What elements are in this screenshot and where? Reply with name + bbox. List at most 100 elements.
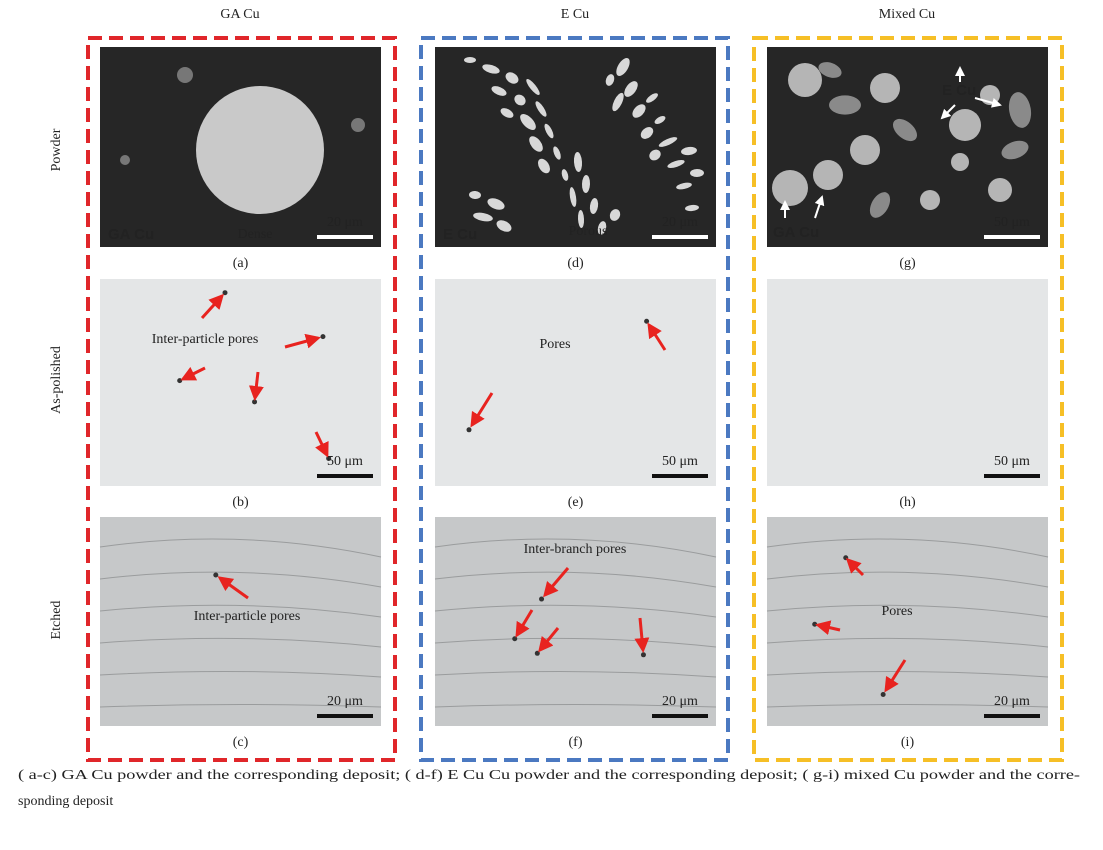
- grain-boundary: [99, 604, 382, 618]
- micrograph: [435, 517, 716, 726]
- annotation: Inter-branch pores: [524, 542, 627, 557]
- particle: [788, 63, 822, 97]
- dendrite: [535, 101, 547, 117]
- grain-boundary: [434, 538, 717, 558]
- particle: [351, 118, 365, 132]
- dendrite: [514, 94, 526, 106]
- micrograph: [767, 279, 1048, 486]
- frame-e: [419, 36, 730, 762]
- panel-label: (i): [901, 735, 915, 750]
- micrograph: [435, 279, 716, 486]
- particle: [829, 95, 861, 115]
- column-header: E Cu: [561, 7, 589, 22]
- grain-boundary: [99, 637, 382, 648]
- arrow: [248, 371, 264, 401]
- dendrite: [487, 198, 505, 210]
- pore: [843, 555, 849, 561]
- scale-bar-label: 20 μm: [327, 694, 363, 709]
- arrow: [647, 322, 667, 351]
- dendrite: [573, 152, 583, 172]
- dendrite: [589, 198, 599, 214]
- dendrite: [597, 221, 607, 235]
- column-header: Mixed Cu: [879, 7, 935, 22]
- pore: [222, 290, 228, 296]
- particle: [892, 118, 918, 142]
- grain-boundary: [434, 637, 717, 648]
- sample-tag: E Cu: [443, 226, 477, 243]
- dendrite: [491, 86, 507, 96]
- frame-mixed: [752, 36, 1064, 762]
- scale-bar-label: 50 μm: [994, 454, 1030, 469]
- row-label: As-polished: [49, 346, 64, 414]
- particle: [951, 153, 969, 171]
- pore: [252, 399, 258, 405]
- dendrite: [581, 175, 591, 193]
- dendrite: [529, 136, 543, 152]
- arrow: [845, 557, 865, 577]
- grain-boundary: [766, 670, 1049, 678]
- particle: [177, 67, 193, 83]
- grain-boundary: [434, 604, 717, 618]
- caption: sponding deposit: [18, 794, 113, 809]
- panel-label: (c): [233, 735, 249, 750]
- arrow: [217, 576, 249, 600]
- scale-bar-label: 50 μm: [662, 454, 698, 469]
- particle: [1008, 92, 1032, 128]
- grain-boundary: [766, 704, 1049, 708]
- particle: [920, 190, 940, 210]
- arrow: [634, 617, 650, 653]
- arrow: [180, 366, 206, 381]
- panel-label: (e): [568, 495, 584, 510]
- dendrite: [605, 74, 615, 86]
- arrow: [470, 392, 494, 428]
- scale-bar-label: 20 μm: [662, 694, 698, 709]
- dendrite: [538, 158, 550, 174]
- dendrite: [646, 93, 658, 103]
- pore: [177, 378, 183, 384]
- sample-tag: GA Cu: [108, 226, 154, 243]
- grain-boundary: [766, 538, 1049, 558]
- grain-boundary: [99, 571, 382, 588]
- annotation: Porous: [569, 224, 608, 239]
- dendrite: [654, 116, 666, 124]
- annotation: Dense: [238, 227, 273, 242]
- panel-label: (b): [232, 495, 249, 510]
- pore: [640, 652, 646, 658]
- pore: [534, 650, 540, 656]
- grain-boundary: [434, 704, 717, 708]
- scale-bar-label: 50 μm: [994, 215, 1030, 230]
- particle: [818, 62, 842, 78]
- pore: [466, 427, 472, 433]
- pointer: [974, 97, 1002, 108]
- particle: [869, 192, 891, 218]
- arrow: [200, 293, 225, 320]
- scale-bar-label: 20 μm: [994, 694, 1030, 709]
- frame-ga: [86, 36, 397, 762]
- dendrite: [553, 146, 561, 160]
- dendrite: [667, 160, 685, 168]
- pore: [213, 572, 219, 578]
- dendrite: [690, 168, 704, 178]
- pore: [512, 636, 518, 642]
- row-label: Powder: [49, 128, 64, 171]
- column-header: GA Cu: [220, 7, 259, 22]
- panel-label: (d): [567, 256, 584, 271]
- dendrite: [609, 209, 621, 221]
- arrow: [515, 609, 534, 638]
- dendrite: [469, 190, 481, 200]
- grain-boundary: [434, 670, 717, 678]
- dendrite: [500, 108, 514, 118]
- caption: ( a-c) GA Cu powder and the correspondin…: [18, 768, 1080, 783]
- scale-bar-label: 20 μm: [662, 215, 698, 230]
- particle: [813, 160, 843, 190]
- dendrite: [649, 149, 661, 161]
- micrograph: [100, 279, 381, 486]
- particle: [196, 86, 324, 214]
- pore: [644, 318, 650, 324]
- particle: [1001, 140, 1029, 160]
- arrow: [314, 431, 329, 458]
- grain-boundary: [434, 571, 717, 588]
- dendrite: [676, 182, 692, 190]
- dendrite: [624, 81, 638, 97]
